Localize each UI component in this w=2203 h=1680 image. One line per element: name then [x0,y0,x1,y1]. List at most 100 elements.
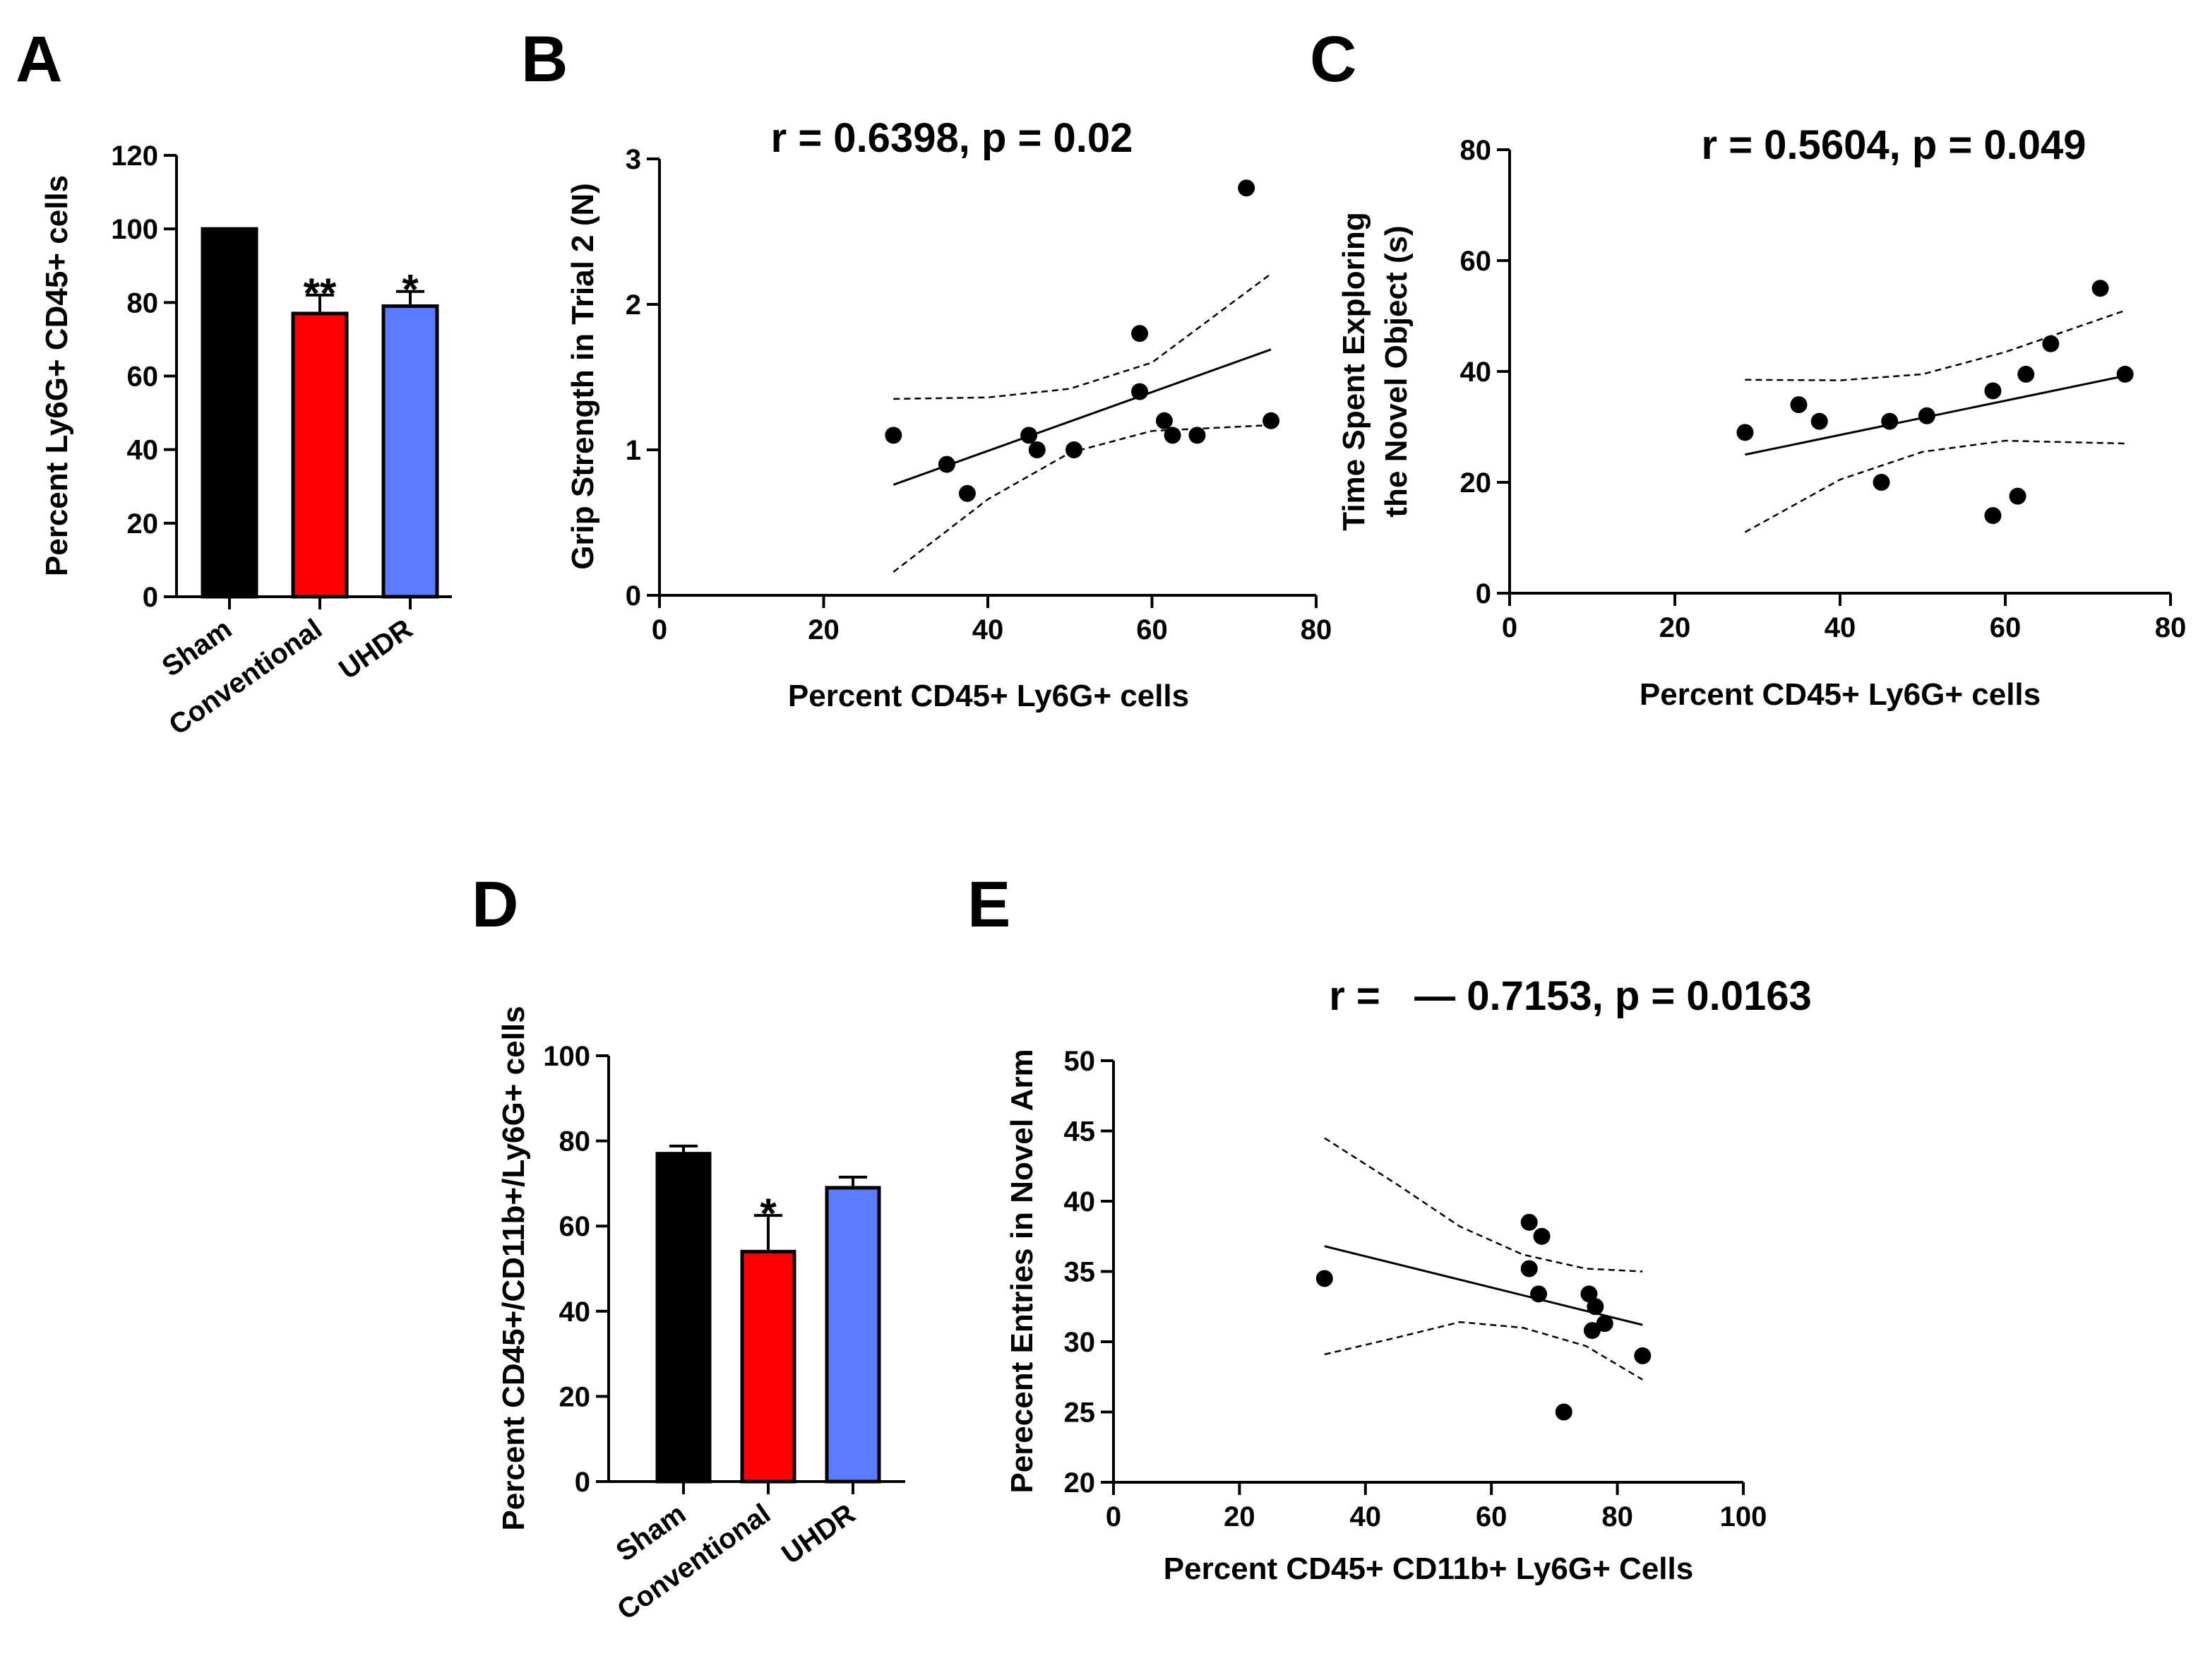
data-point [1533,1227,1551,1245]
x-tick-label: 40 [972,614,1004,645]
bar-conventional [740,1249,796,1484]
data-point [1583,1322,1601,1340]
significance-marker: * [402,266,419,314]
data-point [1262,412,1280,429]
panel-letter-c: C [1310,23,1356,95]
panel-a: A020406080100120Sham**Conventional*UHDRP… [16,23,452,741]
bar-uhdr [381,304,439,599]
x-tick-label: 60 [1136,614,1168,645]
data-point [1810,412,1828,430]
correlation-annotation: r = 0.6398, p = 0.02 [771,115,1133,161]
data-point [1530,1285,1548,1303]
panel-letter-a: A [16,23,62,95]
data-point [938,455,955,473]
correlation-annotation: r = — 0.7153, p = 0.0163 [1329,973,1812,1019]
significance-marker: ** [304,270,337,317]
x-tick-label: 0 [1502,612,1517,643]
data-point [2042,335,2060,352]
data-point [1155,412,1173,429]
data-point [2017,365,2035,383]
panel-letter-b: B [521,23,568,95]
data-point [1028,441,1046,458]
y-tick-label: 0 [1476,578,1491,609]
y-tick-label: 30 [1064,1327,1096,1358]
x-tick-label: 20 [1659,612,1691,643]
y-tick-label: 60 [1460,246,1492,277]
x-tick-label-uhdr: UHDR [776,1498,861,1570]
y-tick-label: 80 [127,287,159,318]
panel-letter-d: D [472,869,518,941]
data-point [2116,365,2134,383]
x-tick-label: 60 [1990,612,2022,643]
y-tick-label: 50 [1064,1046,1096,1077]
confidence-band-lower [892,424,1272,573]
x-tick-label-conventional: Conventional [163,613,328,741]
y-tick-label: 2 [626,290,641,321]
x-tick-label: 40 [1350,1501,1382,1532]
y-tick-label: 80 [559,1126,591,1157]
x-tick-label: 80 [1301,614,1332,645]
y-tick-label: 80 [1460,135,1492,166]
y-axis-label-line-1: Time Spent Exploring [1337,212,1371,530]
y-tick-label: 25 [1064,1398,1096,1429]
y-tick-label: 0 [575,1467,590,1498]
x-tick-label: 100 [1720,1501,1767,1532]
y-tick-label: 40 [1064,1186,1096,1217]
y-axis-label-line-2: the Novel Object (s) [1379,225,1414,517]
x-tick-label: 20 [1224,1501,1255,1532]
x-tick-label: 80 [2155,612,2187,643]
y-tick-label: 0 [143,582,158,613]
y-axis-label: Perecent Entries in Novel Arm [1005,1049,1039,1493]
data-point [1984,382,2002,400]
data-point [2091,280,2109,297]
data-point [1131,383,1149,400]
data-point [1918,407,1935,424]
y-tick-label: 3 [626,144,641,175]
x-tick-label: 60 [1476,1501,1508,1532]
data-point [1315,1270,1333,1287]
bar-sham [201,227,258,599]
y-tick-label: 20 [1460,467,1492,499]
y-tick-label: 60 [559,1211,591,1242]
data-point [1873,474,1890,491]
y-tick-label: 0 [626,580,641,612]
x-tick-label: 20 [808,614,840,645]
regression-line [892,348,1272,486]
y-tick-label: 20 [559,1381,591,1412]
x-tick-label-conventional: Conventional [611,1498,776,1626]
panel-e: E 20 25 30 35 40 45 50 0 20 40 60 80 100 r = — 0.7153,… [967,869,1812,1586]
y-tick-label: 45 [1064,1116,1096,1148]
data-point [1736,424,1754,441]
data-point [1520,1213,1538,1231]
y-tick-label: 20 [1064,1467,1096,1499]
data-point [958,484,976,502]
correlation-annotation: r = 0.5604, p = 0.049 [1702,122,2086,168]
data-point [1131,325,1149,342]
data-point [1188,427,1206,444]
y-tick-label: 100 [543,1041,590,1072]
panel-c: C 0 20 40 60 80 0 20 40 60 80 r = 0.5604, p = 0.049… [1310,23,2186,712]
data-point [2009,487,2026,505]
data-point [1984,507,2002,525]
x-tick-label-uhdr: UHDR [333,613,418,685]
data-point [1020,427,1038,444]
y-tick-label: 20 [127,508,159,540]
data-point [1065,441,1083,458]
x-axis-label: Percent CD45+ CD11b+ Ly6G+ Cells [1164,1551,1693,1586]
confidence-band-upper [893,273,1272,400]
y-axis-label: Grip Strength in Trial 2 (N) [566,183,600,570]
y-axis-label: Percent Ly6G+ CD45+ cells [40,175,74,576]
data-point [885,427,902,444]
data-point [1164,427,1181,444]
data-point [1587,1298,1604,1316]
confidence-band-upper [1745,309,2126,381]
y-tick-label: 1 [626,435,641,466]
x-axis-label: Percent CD45+ Ly6G+ cells [1640,677,2041,712]
y-tick-label: 40 [127,435,159,466]
y-axis-label: Percent CD45+/CD11b+/Ly6G+ cells [496,1006,531,1530]
panel-letter-e: E [967,869,1010,941]
y-tick-label: 35 [1064,1257,1096,1288]
x-tick-label: 40 [1825,612,1856,643]
x-axis-label: Percent CD45+ Ly6G+ cells [788,679,1189,713]
